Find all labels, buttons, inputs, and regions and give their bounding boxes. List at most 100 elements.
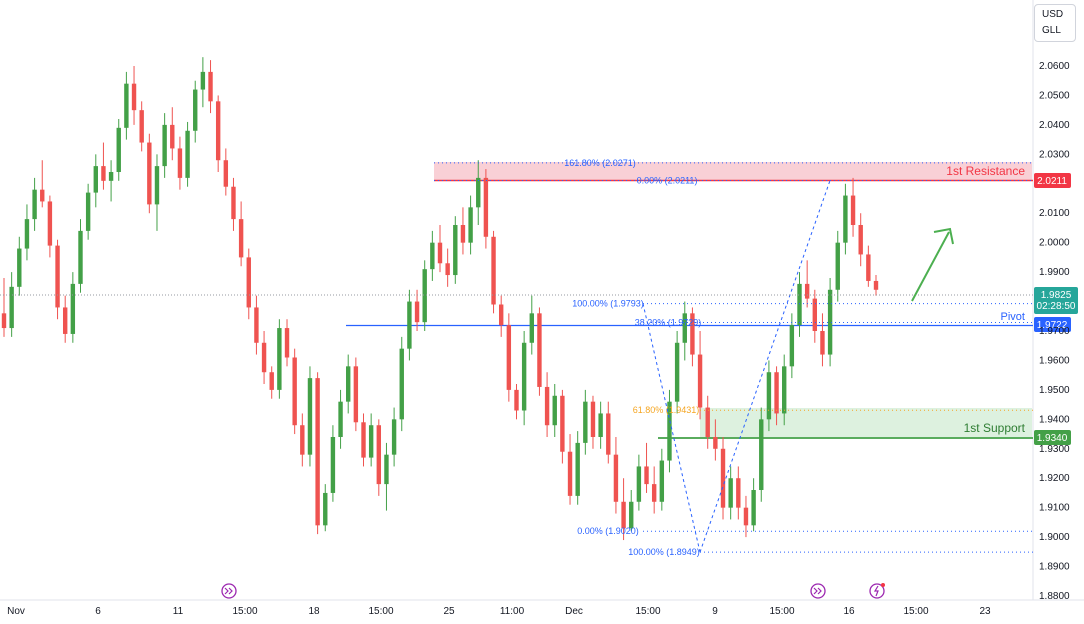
- fib-trend-line: [699, 180, 831, 553]
- candle-body: [116, 127, 121, 172]
- fib-trend-line: [642, 303, 701, 553]
- x-tick-label: 15:00: [368, 606, 393, 617]
- candle-body: [636, 466, 642, 502]
- candle: [284, 319, 290, 367]
- candle-body: [483, 177, 489, 237]
- candle-body: [651, 484, 657, 502]
- candle-body: [223, 160, 229, 187]
- candle: [238, 201, 244, 267]
- candle: [338, 389, 343, 449]
- candle: [223, 148, 229, 196]
- currency-base: USD: [1042, 9, 1064, 20]
- candle-body: [238, 219, 244, 258]
- x-tick-label: 18: [308, 606, 320, 617]
- candle-body: [476, 177, 481, 208]
- candle-body: [162, 124, 167, 167]
- support-label: 1st Support: [964, 421, 1026, 435]
- candle-body: [193, 89, 198, 131]
- candle: [261, 331, 267, 384]
- candle: [346, 354, 351, 414]
- candle: [208, 60, 213, 114]
- candle: [644, 442, 649, 493]
- candle-body: [751, 490, 756, 526]
- candle-body: [514, 389, 519, 411]
- y-tick-label: 1.8800: [1039, 591, 1070, 602]
- y-tick-label: 1.9700: [1039, 326, 1070, 337]
- x-tick-label: 16: [843, 606, 855, 617]
- candle-body: [9, 286, 14, 329]
- lightning-icon[interactable]: [869, 583, 885, 599]
- candle-body: [254, 307, 259, 343]
- candle: [820, 313, 825, 367]
- candle-body: [613, 454, 619, 502]
- candle-body: [782, 366, 787, 414]
- candle-body: [307, 378, 313, 455]
- candle-body: [606, 413, 611, 455]
- replay-icon-2[interactable]: [810, 583, 826, 599]
- candle: [437, 225, 443, 273]
- candle-body: [674, 342, 680, 402]
- candle-body: [774, 372, 779, 414]
- candle: [843, 183, 848, 255]
- candle: [629, 490, 634, 532]
- x-tick-label: Nov: [7, 606, 25, 617]
- currency-selector[interactable]: USD GLL: [1034, 4, 1076, 42]
- candle: [468, 195, 473, 255]
- resistance-label: 1st Resistance: [946, 164, 1025, 178]
- candle-body: [391, 419, 397, 455]
- candle: [659, 448, 665, 511]
- candle: [751, 478, 756, 532]
- candle: [667, 389, 672, 473]
- support-price-tag: 1.9340: [1034, 430, 1071, 445]
- candle: [215, 95, 221, 172]
- candle-body: [55, 245, 60, 308]
- candle-body: [460, 225, 466, 243]
- x-tick-label: 6: [95, 606, 101, 617]
- candle-body: [690, 313, 695, 355]
- candle-body: [644, 466, 649, 485]
- candle: [445, 248, 450, 287]
- x-tick-label: 25: [443, 606, 455, 617]
- candle-body: [575, 442, 580, 496]
- candle-body: [300, 425, 305, 455]
- candle: [246, 248, 251, 320]
- candle-body: [422, 269, 427, 323]
- candle: [491, 230, 496, 314]
- candle: [720, 437, 726, 520]
- candle: [866, 245, 871, 287]
- candle: [323, 484, 328, 532]
- candle: [858, 213, 863, 267]
- candle-body: [789, 325, 795, 367]
- candle-body: [498, 304, 504, 326]
- candle-body: [529, 313, 534, 343]
- candle: [636, 454, 642, 511]
- countdown: 02:28:50: [1037, 301, 1076, 312]
- current-price-tag: 1.9825 02:28:50: [1034, 287, 1078, 314]
- candle: [55, 239, 60, 320]
- candle-body: [491, 236, 496, 305]
- candle: [353, 357, 359, 432]
- candle-body: [873, 280, 879, 290]
- candle: [560, 389, 565, 464]
- candle: [430, 230, 435, 281]
- candle: [789, 313, 795, 379]
- candle-body: [567, 451, 573, 496]
- candle: [759, 407, 764, 502]
- candle-body: [713, 437, 718, 449]
- candle-body: [506, 325, 512, 390]
- candle: [651, 466, 657, 514]
- y-tick-label: 1.9300: [1039, 444, 1070, 455]
- candle: [193, 80, 198, 143]
- svg-text:1.9340: 1.9340: [1037, 433, 1068, 444]
- candle-body: [804, 283, 810, 299]
- candle-body: [590, 401, 596, 437]
- replay-icon[interactable]: [221, 583, 237, 599]
- fib-label: 161.80% (2.0271): [564, 158, 636, 168]
- fib-label: 100.00% (1.9793): [572, 299, 644, 309]
- candle: [483, 169, 489, 249]
- candle-body: [667, 401, 672, 461]
- y-tick-label: 2.0500: [1039, 90, 1070, 101]
- candle-body: [537, 313, 542, 387]
- candle: [621, 478, 626, 541]
